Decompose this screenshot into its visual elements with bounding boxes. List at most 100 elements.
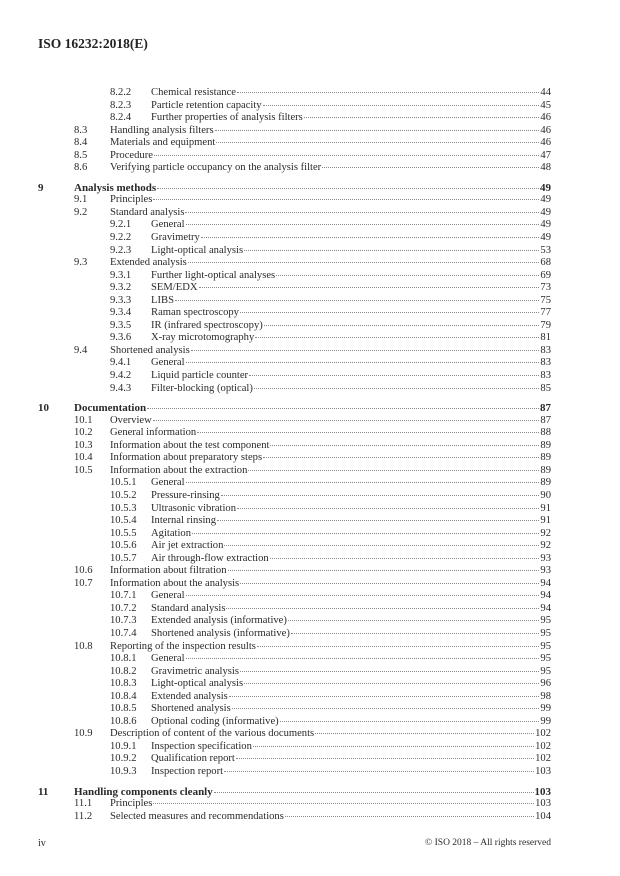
toc-entry[interactable]: 10.8.3 Light-optical analysis 96 — [38, 678, 551, 691]
toc-entry[interactable]: 9.3 Extended analysis 68 — [38, 257, 551, 270]
toc-entry[interactable]: 9.3.2 SEM/EDX 73 — [38, 282, 551, 295]
toc-entry-number: 8.2.3 — [110, 99, 132, 111]
dot-leader — [197, 432, 540, 434]
toc-entry[interactable]: 8.6 Verifying particle occupancy on the a… — [38, 162, 551, 175]
toc-entry[interactable]: 10.5.6 Air jet extraction 92 — [38, 540, 551, 553]
toc-entry-title: Verifying particle occupancy on the anal… — [110, 162, 322, 174]
toc-entry[interactable]: 10.3 Information about the test component… — [38, 440, 551, 453]
toc-entry-title: General — [151, 219, 185, 231]
toc-entry-title: Air through-flow extraction — [151, 552, 269, 564]
dot-leader — [263, 324, 540, 326]
toc-entry-number: 10.5.5 — [110, 527, 137, 539]
dot-leader — [287, 620, 540, 622]
toc-entry[interactable]: 10.2 General information 88 — [38, 427, 551, 440]
toc-entry[interactable]: 8.4 Materials and equipment 46 — [38, 137, 551, 150]
dot-leader — [253, 387, 540, 389]
toc-entry-page: 102 — [535, 740, 551, 752]
toc-entry-page: 77 — [540, 307, 551, 319]
toc-entry[interactable]: 10.9.2 Qualification report 102 — [38, 753, 551, 766]
toc-entry[interactable]: 10.4 Information about preparatory steps 8… — [38, 452, 551, 465]
toc-entry-title: Agitation — [151, 527, 192, 539]
dot-leader — [235, 758, 535, 760]
toc-entry-number: 10.7 — [74, 577, 93, 589]
toc-entry[interactable]: 10.7.1 General 94 — [38, 590, 551, 603]
toc-entry[interactable]: 9.3.4 Raman spectroscopy 77 — [38, 307, 551, 320]
dot-leader — [239, 312, 540, 314]
footer-copyright: © ISO 2018 – All rights reserved — [425, 838, 551, 848]
toc-entry[interactable]: 11 Handling components cleanly 103 — [38, 786, 551, 799]
toc-entry[interactable]: 8.2.2 Chemical resistance 44 — [38, 87, 551, 100]
toc-entry[interactable]: 9.2.1 General 49 — [38, 219, 551, 232]
toc-entry-page: 44 — [540, 87, 551, 98]
toc-entry-title: Shortened analysis — [151, 703, 231, 715]
dot-leader — [244, 683, 540, 685]
toc-entry-page: 92 — [540, 527, 551, 539]
toc-entry-title: Handling analysis filters — [110, 124, 214, 136]
toc-entry[interactable]: 10.6 Information about filtration 93 — [38, 565, 551, 578]
toc-entry[interactable]: 9.3.1 Further light-optical analyses 69 — [38, 270, 551, 283]
toc-entry-title: Information about filtration — [110, 565, 227, 577]
toc-entry[interactable]: 8.5 Procedure 47 — [38, 150, 551, 163]
dot-leader — [213, 791, 534, 793]
toc-entry[interactable]: 10.8.2 Gravimetric analysis 95 — [38, 666, 551, 679]
footer-page-number: iv — [38, 838, 46, 849]
toc-entry[interactable]: 10.8.5 Shortened analysis 99 — [38, 703, 551, 716]
toc-entry-number: 8.4 — [74, 137, 88, 149]
toc-entry[interactable]: 10.9.3 Inspection report 103 — [38, 766, 551, 779]
toc-entry[interactable]: 10.5.5 Agitation 92 — [38, 528, 551, 541]
toc-entry[interactable]: 9.4.2 Liquid particle counter 83 — [38, 370, 551, 383]
toc-entry[interactable]: 10.5.2 Pressure-rinsing 90 — [38, 490, 551, 503]
toc-entry[interactable]: 9.4 Shortened analysis 83 — [38, 345, 551, 358]
toc-entry[interactable]: 9.1 Principles 49 — [38, 194, 551, 207]
toc-entry[interactable]: 10.5.4 Internal rinsing 91 — [38, 515, 551, 528]
toc-entry[interactable]: 10.7 Information about the analysis 94 — [38, 578, 551, 591]
toc-entry[interactable]: 10.1 Overview 87 — [38, 415, 551, 428]
toc-entry[interactable]: 10.7.4 Shortened analysis (informative) 95 — [38, 628, 551, 641]
toc-entry[interactable]: 9.3.3 LIBS 75 — [38, 295, 551, 308]
toc-entry[interactable]: 10.5.1 General 89 — [38, 477, 551, 490]
toc-entry-page: 45 — [540, 99, 551, 111]
toc-entry[interactable]: 9.4.1 General 83 — [38, 357, 551, 370]
toc-entry[interactable]: 10.8.1 General 95 — [38, 653, 551, 666]
toc-entry[interactable]: 8.3 Handling analysis filters 46 — [38, 125, 551, 138]
dot-leader — [322, 167, 540, 169]
toc-entry[interactable]: 11.1 Principles 103 — [38, 798, 551, 811]
dot-leader — [217, 520, 540, 522]
toc-entry[interactable]: 9.3.5 IR (infrared spectroscopy) 79 — [38, 320, 551, 333]
toc-entry[interactable]: 10.8.4 Extended analysis 98 — [38, 691, 551, 704]
toc-entry[interactable]: 9.3.6 X-ray microtomography 81 — [38, 332, 551, 345]
toc-entry[interactable]: 10.5.3 Ultrasonic vibration 91 — [38, 503, 551, 516]
toc-entry-number: 10.8.3 — [110, 678, 137, 690]
toc-entry-page: 93 — [540, 565, 551, 577]
toc-entry[interactable]: 8.2.3 Particle retention capacity 45 — [38, 100, 551, 113]
toc-entry-title: Light-optical analysis — [151, 678, 244, 690]
toc-entry[interactable]: 11.2 Selected measures and recommendation… — [38, 811, 551, 824]
toc-entry[interactable]: 10.9 Description of content of the variou… — [38, 728, 551, 741]
toc-entry[interactable]: 10.7.3 Extended analysis (informative) 95 — [38, 615, 551, 628]
toc-entry-title: Light-optical analysis — [151, 244, 244, 256]
toc-entry[interactable]: 8.2.4 Further properties of analysis filt… — [38, 112, 551, 125]
toc-entry-page: 49 — [540, 194, 551, 206]
toc-entry[interactable]: 9.2 Standard analysis 49 — [38, 207, 551, 220]
toc-entry-title: Reporting of the inspection results — [110, 640, 256, 652]
toc-entry[interactable]: 9.2.3 Light-optical analysis 53 — [38, 245, 551, 258]
dot-leader — [256, 645, 540, 647]
dot-leader — [185, 482, 540, 484]
toc-entry[interactable]: 10.7.2 Standard analysis 94 — [38, 603, 551, 616]
toc-entry[interactable]: 10.5 Information about the extraction 89 — [38, 465, 551, 478]
toc-entry-number: 10.5.6 — [110, 540, 137, 552]
toc-entry-number: 10.9.2 — [110, 753, 137, 765]
toc-entry[interactable]: 9 Analysis methods 49 — [38, 182, 551, 195]
toc-entry[interactable]: 10 Documentation 87 — [38, 402, 551, 415]
toc-entry-number: 9.3.2 — [110, 282, 132, 294]
toc-entry[interactable]: 10.5.7 Air through-flow extraction 93 — [38, 553, 551, 566]
toc-entry-title: Standard analysis — [110, 206, 185, 218]
toc-entry-page: 89 — [540, 477, 551, 489]
toc-entry[interactable]: 10.8 Reporting of the inspection results 9… — [38, 641, 551, 654]
toc-entry-number: 11 — [38, 785, 49, 798]
toc-entry[interactable]: 9.4.3 Filter-blocking (optical) 85 — [38, 383, 551, 396]
toc-entry[interactable]: 10.8.6 Optional coding (informative) 99 — [38, 716, 551, 729]
toc-entry[interactable]: 10.9.1 Inspection specification 102 — [38, 741, 551, 754]
toc-entry-title: Shortened analysis (informative) — [151, 627, 290, 639]
toc-entry[interactable]: 9.2.2 Gravimetry 49 — [38, 232, 551, 245]
